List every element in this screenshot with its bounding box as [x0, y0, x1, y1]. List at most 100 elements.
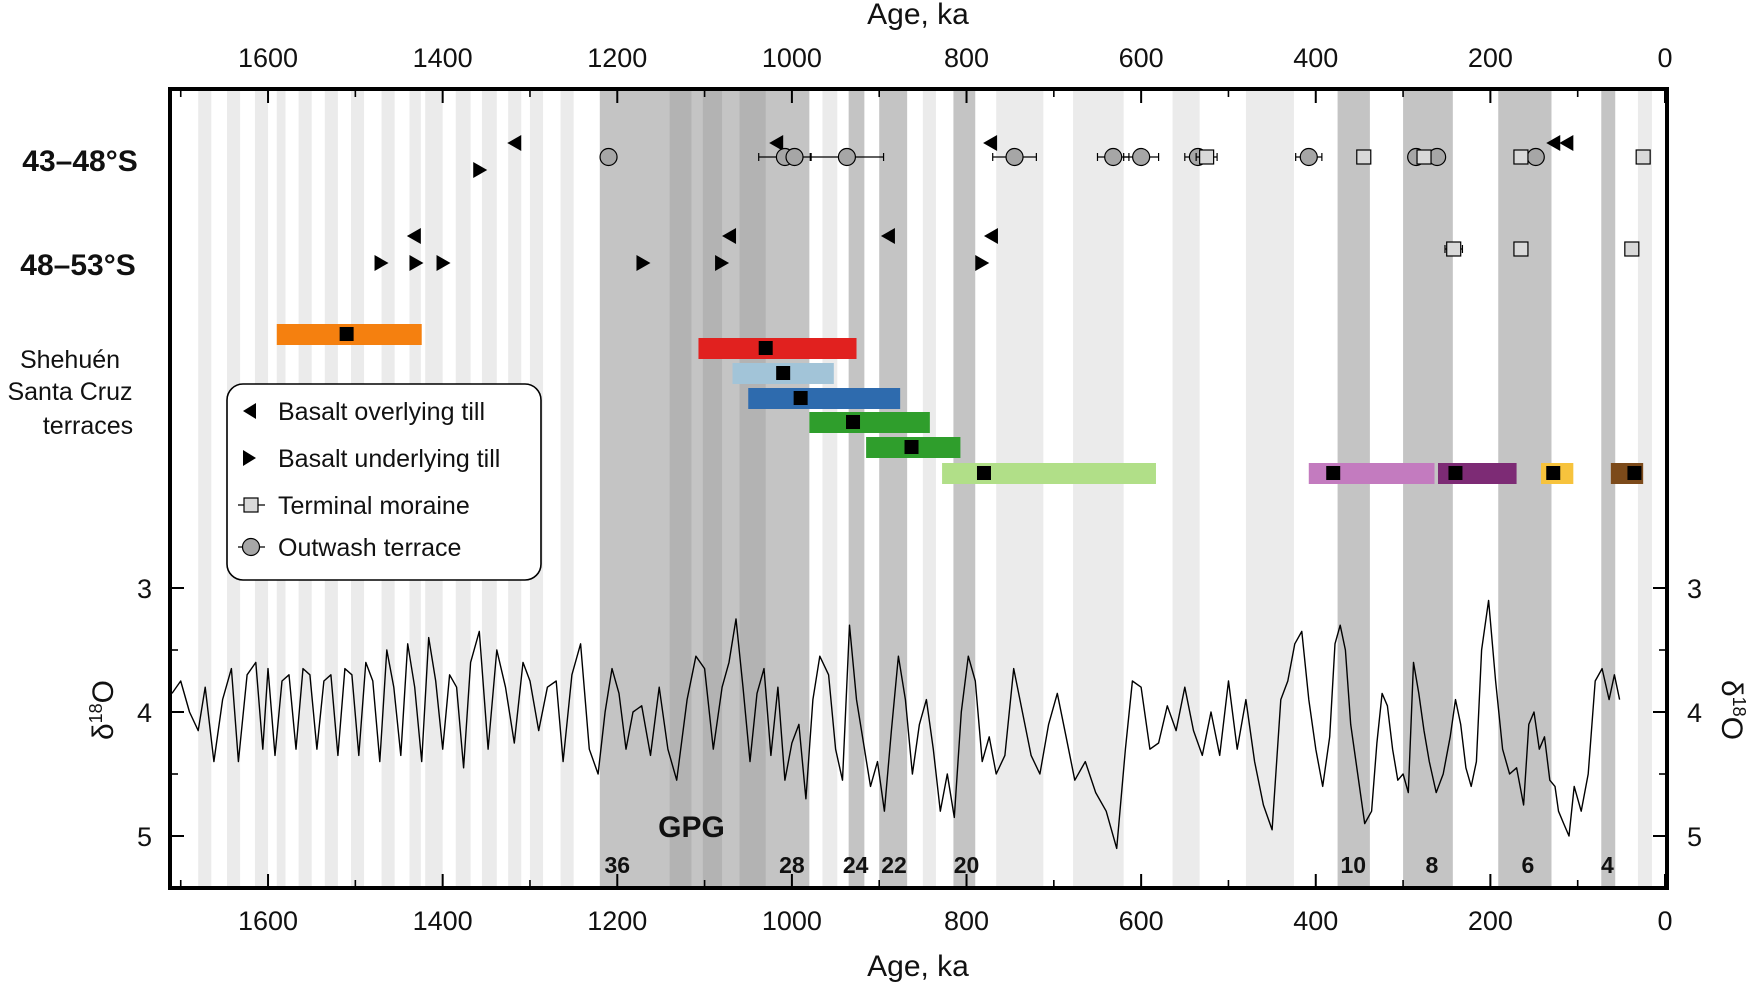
mis-label: 22 [881, 852, 907, 878]
mis-label: 20 [954, 852, 980, 878]
glacial-band [848, 91, 865, 886]
age-markers [374, 135, 1651, 271]
terrace-age-marker [758, 341, 773, 355]
outwash-terrace-marker [837, 147, 857, 167]
glacial-band [879, 91, 908, 886]
mis-labels: 36 28 24 22 20 10 8 6 4 [604, 852, 1613, 878]
outwash-terrace-marker [1299, 147, 1318, 167]
x-tick-label-bottom: 200 [1468, 906, 1513, 936]
mis-label: 4 [1601, 852, 1614, 878]
basalt-underlying-marker [436, 255, 451, 271]
terrace-bar [748, 388, 901, 409]
mis-label: 24 [843, 852, 869, 878]
interglacial-stripe [1637, 91, 1652, 886]
legend-symbol-overlying [243, 403, 256, 419]
y-tick-label-left: 4 [137, 698, 152, 728]
outwash-terrace-marker [1104, 147, 1123, 167]
mis-label: 36 [604, 852, 630, 878]
interglacial-stripe [560, 91, 574, 886]
basalt-overlying-marker [983, 135, 998, 151]
y-tick-label-right: 5 [1687, 822, 1702, 852]
mis-label: 6 [1522, 852, 1535, 878]
svg-text:δ18O: δ18O [86, 680, 120, 740]
x-tick-label-bottom: 600 [1119, 906, 1164, 936]
x-tick-label-top: 600 [1119, 43, 1164, 73]
mis-label: 10 [1341, 852, 1367, 878]
basalt-underlying-marker [715, 255, 730, 271]
basalt-overlying-marker [1546, 135, 1561, 151]
basalt-underlying-marker [409, 255, 424, 271]
terminal-moraine-marker [1199, 149, 1215, 165]
terrace-age-marker [776, 366, 791, 380]
x-tick-label-top: 400 [1293, 43, 1338, 73]
basalt-underlying-marker [975, 255, 990, 271]
x-tick-label-top: 800 [944, 43, 989, 73]
terrace-age-marker [846, 415, 861, 429]
glacial-band [1601, 91, 1616, 886]
terminal-moraine-marker [1446, 241, 1462, 257]
basalt-overlying-marker [769, 135, 784, 151]
x-tick-label-top: 0 [1657, 43, 1672, 73]
x-axis-title-top: Age, ka [867, 0, 969, 31]
terrace-age-marker [904, 440, 919, 454]
legend-label-outwash: Outwash terrace [278, 534, 461, 562]
y-axis-title-right: δ18O [1715, 680, 1749, 740]
axis-ticks: 1600160014001400120012001000100080080060… [137, 43, 1702, 936]
basalt-overlying-marker [507, 135, 522, 151]
terminal-moraine-marker [1513, 241, 1529, 257]
terrace-label-line3: terraces [43, 412, 133, 440]
y-axis-title-left: δ18O [86, 680, 120, 740]
terrace-age-marker [793, 391, 808, 405]
interglacial-stripe [1073, 91, 1124, 886]
y-tick-label-right: 4 [1687, 698, 1702, 728]
x-tick-label-top: 1200 [587, 43, 647, 73]
glacial-band [1337, 91, 1370, 886]
interglacial-stripe [996, 91, 1044, 886]
legend-label-moraine: Terminal moraine [278, 492, 470, 520]
terminal-moraine-marker [1513, 149, 1529, 165]
terrace-age-marker [1627, 466, 1642, 480]
basalt-overlying-marker [1559, 135, 1574, 151]
x-tick-label-top: 1600 [238, 43, 298, 73]
y-tick-label-left: 5 [137, 822, 152, 852]
terrace-label-line2: Santa Cruz [7, 378, 132, 406]
terminal-moraine-marker [1635, 149, 1651, 165]
gpg-sub-band [669, 91, 692, 886]
gpg-sub-band [702, 91, 723, 886]
terminal-moraine-marker [1356, 149, 1372, 165]
legend-symbol-underlying [243, 450, 256, 466]
interglacial-stripe [1172, 91, 1200, 886]
y-tick-label-right: 3 [1687, 574, 1702, 604]
basalt-overlying-marker [722, 228, 737, 244]
terrace-bar [809, 412, 930, 433]
x-axis-title-bottom: Age, ka [867, 950, 969, 983]
legend-label-underlying: Basalt underlying till [278, 445, 500, 473]
mis-label: 28 [779, 852, 805, 878]
terrace-age-marker [976, 466, 991, 480]
mis-label: 8 [1425, 852, 1438, 878]
row-label-south: 48–53°S [20, 249, 135, 282]
x-tick-label-bottom: 400 [1293, 906, 1338, 936]
svg-text:δ18O: δ18O [1715, 680, 1749, 740]
outwash-terrace-marker [1005, 147, 1024, 167]
x-tick-label-top: 200 [1468, 43, 1513, 73]
basalt-underlying-marker [636, 255, 651, 271]
terrace-age-marker [1546, 466, 1561, 480]
x-tick-label-top: 1000 [762, 43, 822, 73]
terrace-bar [698, 338, 857, 359]
legend: Basalt overlying till Basalt underlying … [226, 383, 542, 581]
basalt-overlying-marker [983, 228, 998, 244]
terrace-age-marker [339, 327, 354, 341]
x-tick-label-top: 1400 [413, 43, 473, 73]
interglacial-stripe [198, 91, 212, 886]
terrace-bar [942, 463, 1156, 484]
interglacial-stripe [822, 91, 838, 886]
basalt-overlying-marker [406, 228, 421, 244]
legend-label-overlying: Basalt overlying till [278, 398, 485, 426]
legend-symbol-moraine [243, 497, 259, 513]
interglacial-stripe [922, 91, 936, 886]
interglacial-stripe [1245, 91, 1294, 886]
glacial-band [1403, 91, 1453, 886]
basalt-underlying-marker [473, 162, 488, 178]
